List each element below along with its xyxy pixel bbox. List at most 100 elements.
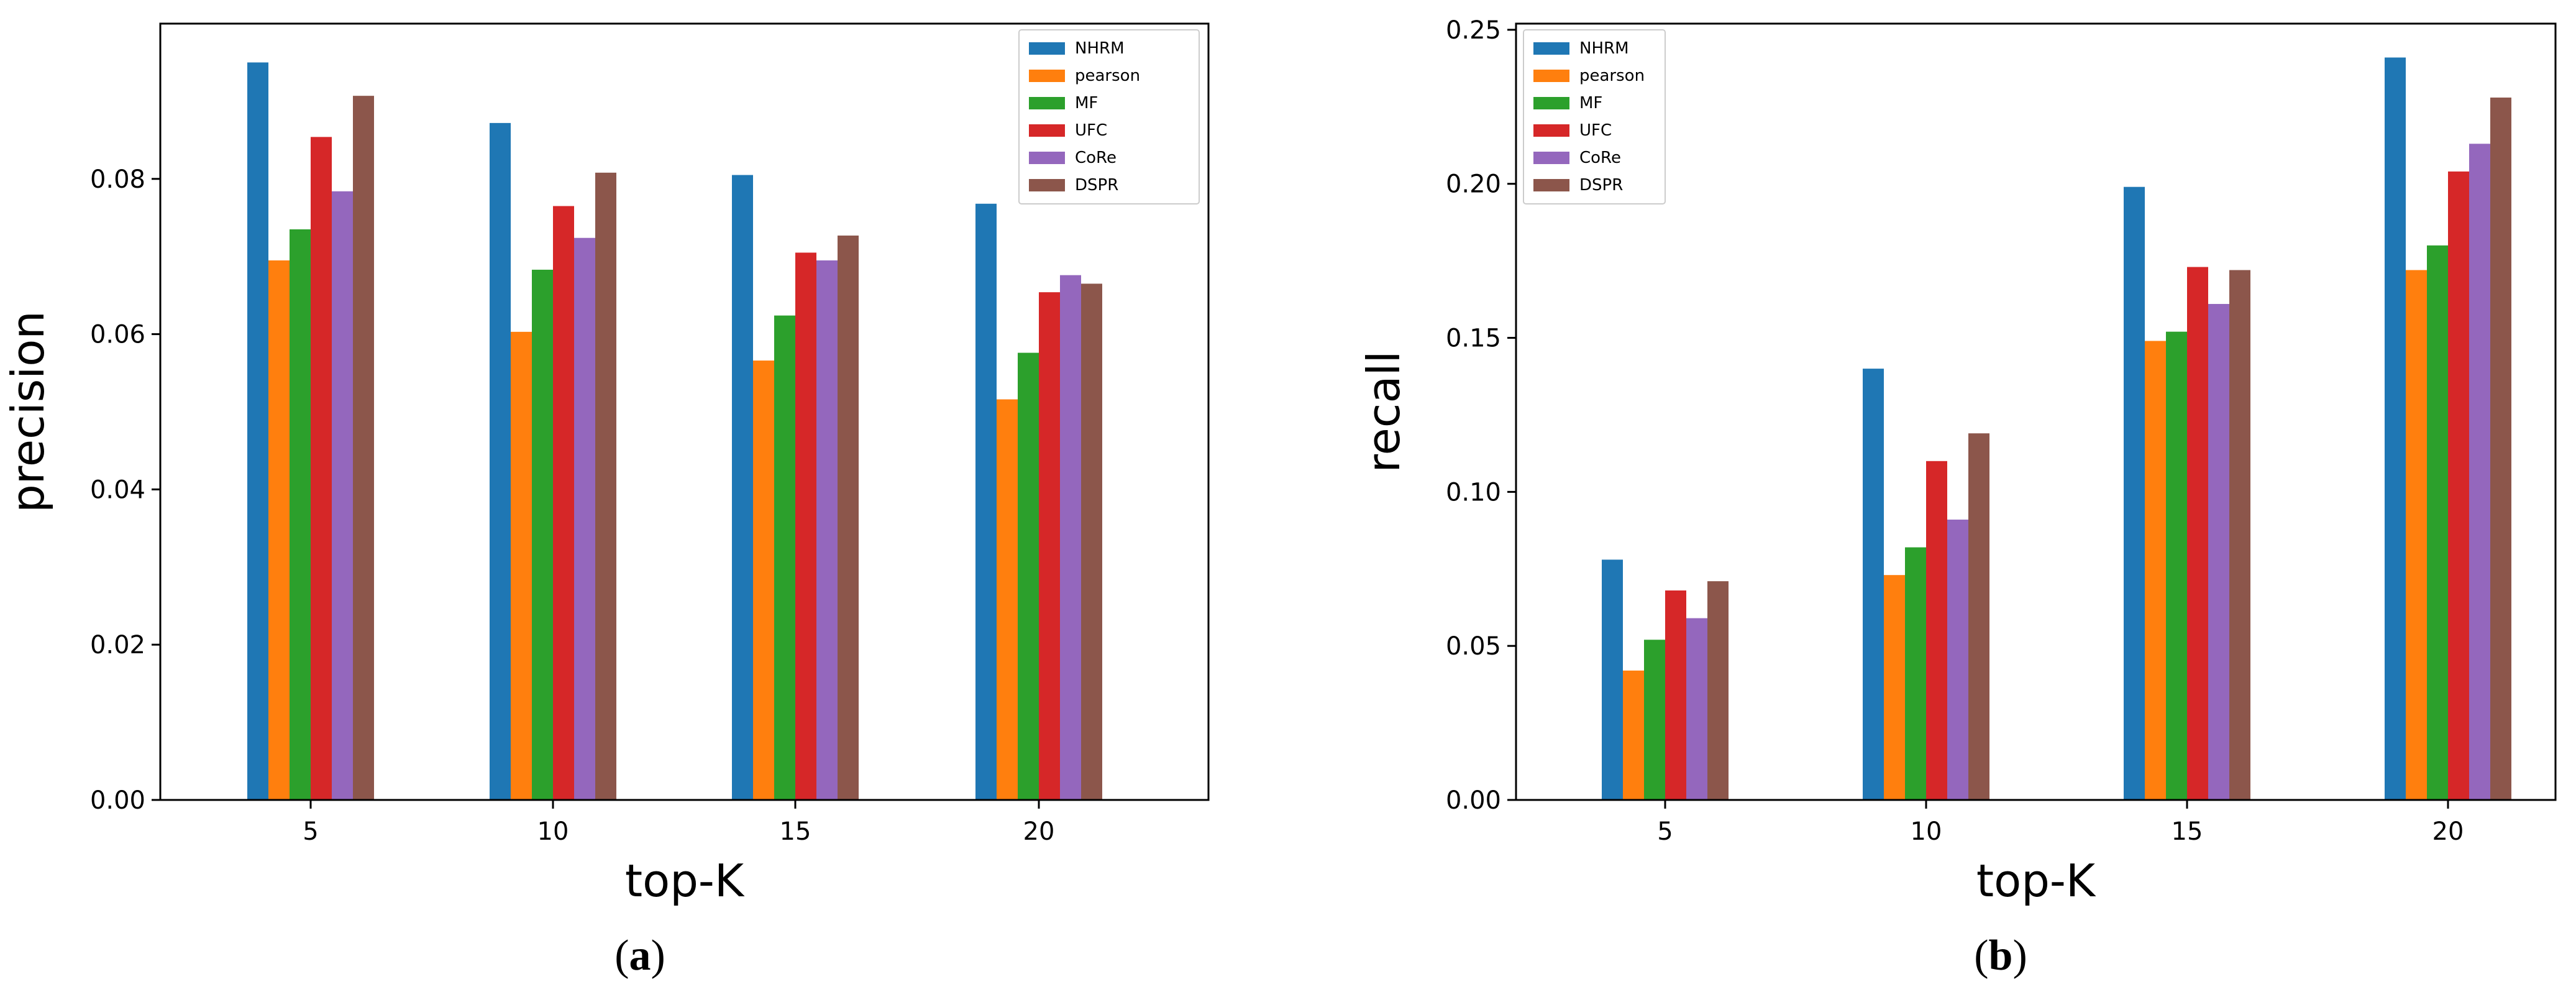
- bar-nhrm-k10: [490, 122, 511, 801]
- y-tick-label: 0.08: [90, 165, 145, 194]
- bar-dspr-k15: [838, 235, 859, 800]
- legend-swatch-dspr: [1029, 179, 1065, 191]
- bar-ufc-k20: [2448, 171, 2469, 800]
- legend-swatch-nhrm: [1029, 42, 1065, 55]
- bar-pearson-k15: [2145, 341, 2166, 800]
- x-tick-label: 5: [1657, 817, 1673, 846]
- legend-swatch-ufc: [1533, 124, 1569, 137]
- panel-caption: (a): [614, 932, 665, 980]
- bar-core-k20: [2469, 144, 2490, 801]
- bar-nhrm-k5: [1602, 559, 1623, 800]
- bar-core-k5: [1686, 618, 1707, 800]
- bar-nhrm-k10: [1863, 369, 1884, 800]
- legend-label-core: CoRe: [1579, 149, 1621, 167]
- bar-mf-k20: [1018, 352, 1039, 800]
- y-tick-label: 0.15: [1446, 324, 1501, 353]
- bar-dspr-k10: [1968, 433, 1989, 800]
- bar-mf-k5: [1644, 640, 1665, 800]
- caption-open-paren: (: [614, 932, 629, 980]
- bar-dspr-k20: [2490, 97, 2511, 800]
- bar-ufc-k10: [1926, 461, 1947, 800]
- panel-b-recall-chart: 0.00 0.05 0.10 0.15 0.20 0.25 5 10 15 20 top-K reca…: [1358, 16, 2557, 980]
- legend-swatch-mf: [1533, 97, 1569, 109]
- bar-nhrm-k15: [732, 175, 753, 800]
- caption-close-paren: ): [2012, 932, 2027, 980]
- bar-mf-k10: [1905, 547, 1926, 800]
- bar-nhrm-k20: [975, 203, 997, 800]
- bar-core-k5: [332, 191, 353, 800]
- bar-mf-k15: [774, 315, 795, 800]
- legend-swatch-nhrm: [1533, 42, 1569, 55]
- legend-swatch-mf: [1029, 97, 1065, 109]
- bar-core-k20: [1060, 275, 1081, 800]
- panel-caption: (b): [1974, 932, 2027, 980]
- legend-swatch-dspr: [1533, 179, 1569, 191]
- y-tick-label: 0.00: [1446, 786, 1501, 815]
- bar-ufc-k5: [311, 137, 332, 800]
- plot-frame: [1515, 22, 2557, 801]
- x-tick-label: 15: [2172, 817, 2203, 846]
- bar-ufc-k15: [2187, 267, 2208, 800]
- legend-swatch-pearson: [1533, 70, 1569, 82]
- bar-mf-k15: [2166, 331, 2187, 800]
- bar-mf-k10: [532, 269, 553, 801]
- legend-swatch-ufc: [1029, 124, 1065, 137]
- y-axis-label: precision: [2, 311, 54, 513]
- x-tick-label: 20: [1023, 817, 1055, 846]
- y-tick-label: 0.00: [90, 786, 145, 815]
- bar-dspr-k10: [595, 172, 616, 801]
- bar-pearson-k15: [753, 361, 774, 800]
- bar-ufc-k5: [1665, 590, 1686, 800]
- bar-pearson-k5: [1623, 670, 1644, 800]
- bar-core-k10: [574, 237, 595, 800]
- y-tick-label: 0.04: [90, 475, 145, 504]
- bar-ufc-k20: [1039, 292, 1060, 800]
- y-axis-label: recall: [1358, 351, 1410, 472]
- bar-pearson-k20: [2406, 270, 2427, 800]
- y-tick-label: 0.06: [90, 321, 145, 349]
- legend-swatch-core: [1029, 152, 1065, 164]
- y-tick-label: 0.20: [1446, 170, 1501, 199]
- x-tick-label: 15: [780, 817, 811, 846]
- caption-letter: a: [629, 932, 651, 980]
- plot-frame: [159, 22, 1210, 801]
- legend: NHRM pearson MF UFC CoRe DSPR: [1523, 29, 1666, 204]
- bar-ufc-k10: [553, 206, 574, 800]
- y-tick-label: 0.02: [90, 631, 145, 659]
- legend-label-core: CoRe: [1075, 149, 1117, 167]
- bar-core-k15: [2208, 304, 2229, 800]
- caption-close-paren: ): [651, 932, 665, 980]
- legend-label-ufc: UFC: [1075, 121, 1107, 140]
- legend-swatch-core: [1533, 152, 1569, 164]
- bar-pearson-k5: [268, 260, 290, 800]
- legend-label-mf: MF: [1075, 94, 1098, 113]
- bar-mf-k5: [290, 229, 311, 800]
- x-tick-label: 10: [1911, 817, 1942, 846]
- bar-mf-k20: [2427, 245, 2448, 800]
- caption-letter: b: [1989, 932, 2013, 980]
- x-tick-label: 10: [537, 817, 569, 846]
- x-axis-label: top-K: [1976, 855, 2096, 907]
- x-tick-label: 5: [303, 817, 318, 846]
- bar-pearson-k20: [997, 399, 1018, 800]
- y-tick-label: 0.05: [1446, 632, 1501, 661]
- bar-dspr-k5: [1707, 581, 1729, 800]
- legend-label-dspr: DSPR: [1579, 176, 1623, 195]
- panel-a-precision-chart: 0.00 0.02 0.04 0.06 0.08 5 10 15 20 top-K precisio…: [2, 22, 1210, 980]
- bar-nhrm-k5: [247, 62, 268, 801]
- bar-core-k15: [816, 260, 838, 800]
- bar-core-k10: [1947, 519, 1968, 800]
- bar-nhrm-k20: [2385, 57, 2406, 800]
- legend-label-pearson: pearson: [1579, 67, 1645, 85]
- x-axis-label: top-K: [625, 855, 745, 907]
- legend-label-mf: MF: [1579, 94, 1602, 113]
- caption-open-paren: (: [1974, 932, 1988, 980]
- bar-dspr-k15: [2229, 270, 2250, 800]
- y-tick-label: 0.10: [1446, 478, 1501, 507]
- legend-label-pearson: pearson: [1075, 67, 1140, 85]
- legend-label-ufc: UFC: [1579, 121, 1612, 140]
- bar-nhrm-k15: [2124, 186, 2145, 800]
- legend-label-dspr: DSPR: [1075, 176, 1118, 195]
- legend-label-nhrm: NHRM: [1579, 39, 1629, 58]
